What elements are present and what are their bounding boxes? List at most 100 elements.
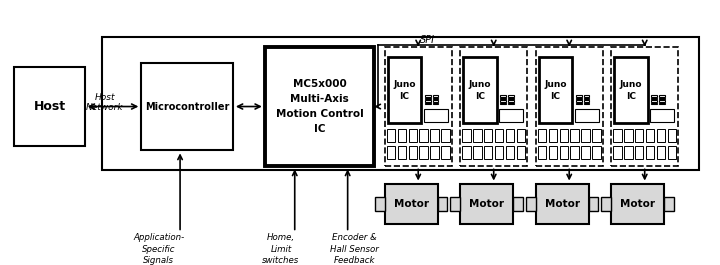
Bar bbox=[425, 95, 431, 97]
Bar bbox=[539, 58, 572, 123]
Bar bbox=[450, 197, 460, 211]
Bar bbox=[593, 129, 600, 143]
Bar bbox=[667, 146, 676, 159]
Text: MC5x000
Multi-Axis
Motion Control
IC: MC5x000 Multi-Axis Motion Control IC bbox=[276, 79, 364, 134]
Text: Juno
IC: Juno IC bbox=[544, 80, 567, 101]
Bar bbox=[570, 146, 579, 159]
Bar bbox=[584, 98, 590, 99]
Bar bbox=[576, 100, 582, 102]
Bar bbox=[508, 100, 514, 102]
Bar bbox=[660, 95, 665, 97]
Text: Juno
IC: Juno IC bbox=[469, 80, 491, 101]
Bar bbox=[265, 47, 374, 166]
Bar bbox=[657, 129, 665, 143]
Bar bbox=[576, 103, 582, 104]
Bar bbox=[601, 197, 611, 211]
Bar bbox=[375, 197, 384, 211]
Bar bbox=[624, 129, 633, 143]
Bar bbox=[420, 146, 428, 159]
Bar bbox=[408, 129, 417, 143]
Bar bbox=[660, 98, 665, 99]
Bar bbox=[581, 146, 590, 159]
Bar bbox=[575, 109, 599, 122]
Bar bbox=[576, 95, 582, 97]
Bar bbox=[384, 184, 438, 224]
Bar bbox=[589, 197, 598, 211]
Bar bbox=[664, 197, 674, 211]
Bar bbox=[660, 103, 665, 104]
Bar bbox=[387, 146, 395, 159]
Text: Application-
Specific
Signals: Application- Specific Signals bbox=[133, 233, 184, 265]
Bar bbox=[536, 184, 589, 224]
Bar bbox=[462, 129, 471, 143]
Bar bbox=[506, 146, 514, 159]
Bar bbox=[635, 146, 644, 159]
Bar bbox=[652, 95, 657, 97]
Bar bbox=[431, 146, 438, 159]
Bar bbox=[473, 146, 482, 159]
Bar bbox=[513, 197, 523, 211]
Bar bbox=[473, 129, 482, 143]
Bar bbox=[635, 129, 644, 143]
Bar bbox=[433, 100, 438, 102]
Bar bbox=[500, 98, 506, 99]
Bar bbox=[584, 95, 590, 97]
Text: Juno
IC: Juno IC bbox=[393, 80, 415, 101]
Bar bbox=[441, 129, 449, 143]
Bar bbox=[397, 129, 406, 143]
Text: Microcontroller: Microcontroller bbox=[145, 101, 229, 112]
Bar bbox=[576, 98, 582, 99]
Bar bbox=[614, 58, 647, 123]
Bar bbox=[657, 146, 665, 159]
Bar bbox=[624, 146, 633, 159]
Bar bbox=[14, 67, 85, 147]
Bar bbox=[433, 98, 438, 99]
Bar bbox=[660, 100, 665, 102]
Bar bbox=[517, 129, 525, 143]
Bar bbox=[508, 103, 514, 104]
Bar bbox=[536, 47, 603, 166]
Text: Host: Host bbox=[33, 100, 66, 113]
Bar bbox=[484, 146, 492, 159]
Bar bbox=[387, 58, 421, 123]
Text: Motor: Motor bbox=[394, 200, 428, 209]
Bar bbox=[652, 100, 657, 102]
Bar bbox=[462, 146, 471, 159]
Bar bbox=[559, 146, 568, 159]
Bar bbox=[397, 146, 406, 159]
Bar bbox=[581, 129, 590, 143]
Bar bbox=[646, 146, 654, 159]
Text: Encoder &
Hall Sensor
Feedback: Encoder & Hall Sensor Feedback bbox=[330, 233, 379, 265]
Text: Motor: Motor bbox=[620, 200, 655, 209]
Bar bbox=[420, 129, 428, 143]
Bar bbox=[650, 109, 674, 122]
Bar bbox=[611, 47, 678, 166]
Bar bbox=[495, 129, 503, 143]
Bar bbox=[652, 98, 657, 99]
Bar bbox=[611, 184, 664, 224]
Bar bbox=[526, 197, 536, 211]
Bar bbox=[517, 146, 525, 159]
Text: Juno
IC: Juno IC bbox=[619, 80, 642, 101]
Bar bbox=[646, 129, 654, 143]
Bar bbox=[408, 146, 417, 159]
Bar bbox=[500, 103, 506, 104]
Bar bbox=[495, 146, 503, 159]
Bar bbox=[460, 47, 527, 166]
Bar bbox=[508, 95, 514, 97]
Bar bbox=[425, 98, 431, 99]
Bar bbox=[438, 197, 448, 211]
Bar bbox=[141, 63, 233, 151]
Bar bbox=[613, 129, 621, 143]
Bar bbox=[506, 129, 514, 143]
Bar bbox=[570, 129, 579, 143]
Bar bbox=[423, 109, 448, 122]
Text: Motor: Motor bbox=[544, 200, 580, 209]
Bar bbox=[593, 146, 600, 159]
Bar bbox=[425, 103, 431, 104]
Bar bbox=[431, 129, 438, 143]
Bar bbox=[508, 98, 514, 99]
Bar bbox=[584, 103, 590, 104]
Bar bbox=[500, 100, 506, 102]
Text: Motor: Motor bbox=[469, 200, 504, 209]
